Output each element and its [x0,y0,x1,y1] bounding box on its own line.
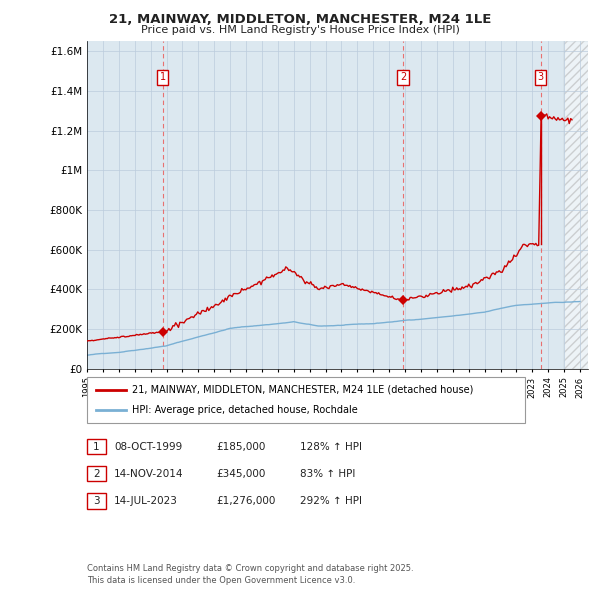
Text: 2: 2 [400,73,406,83]
Text: 14-JUL-2023: 14-JUL-2023 [114,496,178,506]
Text: Price paid vs. HM Land Registry's House Price Index (HPI): Price paid vs. HM Land Registry's House … [140,25,460,35]
Text: 1: 1 [93,442,100,451]
Text: 128% ↑ HPI: 128% ↑ HPI [300,442,362,451]
Text: Contains HM Land Registry data © Crown copyright and database right 2025.
This d: Contains HM Land Registry data © Crown c… [87,565,413,585]
Text: 3: 3 [538,73,544,83]
Text: 21, MAINWAY, MIDDLETON, MANCHESTER, M24 1LE (detached house): 21, MAINWAY, MIDDLETON, MANCHESTER, M24 … [132,385,473,395]
Text: 83% ↑ HPI: 83% ↑ HPI [300,469,355,478]
Text: 1: 1 [160,73,166,83]
Bar [564,41,596,369]
Text: £1,276,000: £1,276,000 [216,496,275,506]
Text: HPI: Average price, detached house, Rochdale: HPI: Average price, detached house, Roch… [132,405,358,415]
Text: 21, MAINWAY, MIDDLETON, MANCHESTER, M24 1LE: 21, MAINWAY, MIDDLETON, MANCHESTER, M24 … [109,13,491,26]
Text: £345,000: £345,000 [216,469,265,478]
Text: 14-NOV-2014: 14-NOV-2014 [114,469,184,478]
Text: 2: 2 [93,469,100,478]
Text: 292% ↑ HPI: 292% ↑ HPI [300,496,362,506]
Text: 3: 3 [93,496,100,506]
Text: 08-OCT-1999: 08-OCT-1999 [114,442,182,451]
Text: £185,000: £185,000 [216,442,265,451]
Bar [564,41,596,369]
